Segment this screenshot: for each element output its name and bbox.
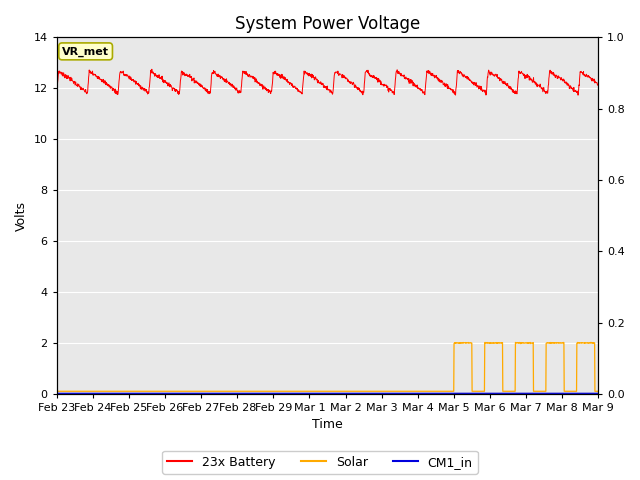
Solar: [276, 388, 284, 394]
23x Battery: [277, 75, 285, 81]
23x Battery: [595, 81, 602, 87]
Solar: [53, 388, 61, 394]
Line: Solar: Solar: [57, 342, 598, 391]
23x Battery: [148, 66, 156, 72]
CM1_in: [595, 390, 602, 396]
Solar: [595, 388, 602, 394]
Legend: 23x Battery, Solar, CM1_in: 23x Battery, Solar, CM1_in: [163, 451, 477, 474]
CM1_in: [276, 390, 284, 396]
23x Battery: [574, 92, 582, 98]
Solar: [168, 388, 176, 394]
Text: VR_met: VR_met: [62, 46, 109, 57]
Solar: [587, 339, 595, 345]
CM1_in: [168, 390, 176, 396]
X-axis label: Time: Time: [312, 419, 343, 432]
23x Battery: [256, 81, 264, 86]
23x Battery: [423, 69, 431, 75]
CM1_in: [255, 390, 263, 396]
Solar: [274, 388, 282, 394]
23x Battery: [53, 89, 61, 95]
Title: System Power Voltage: System Power Voltage: [235, 15, 420, 33]
Solar: [422, 388, 430, 394]
Solar: [255, 388, 263, 394]
23x Battery: [274, 71, 282, 77]
23x Battery: [84, 88, 92, 94]
Y-axis label: Volts: Volts: [15, 201, 28, 230]
Solar: [84, 388, 92, 394]
Line: 23x Battery: 23x Battery: [57, 69, 598, 95]
CM1_in: [274, 390, 282, 396]
CM1_in: [422, 390, 430, 396]
23x Battery: [169, 86, 177, 92]
CM1_in: [84, 390, 92, 396]
CM1_in: [53, 390, 61, 396]
